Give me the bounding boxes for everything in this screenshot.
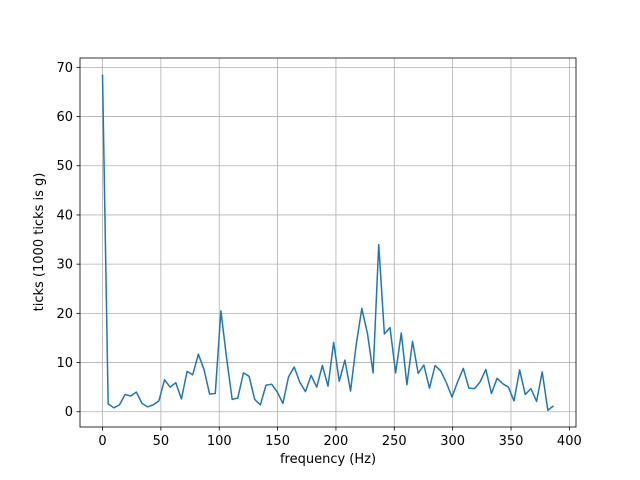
y-tick-label: 40 <box>56 208 73 223</box>
x-tick-label: 50 <box>153 434 170 449</box>
x-tick-label: 300 <box>440 434 465 449</box>
x-tick-label: 350 <box>499 434 524 449</box>
x-tick-label: 400 <box>557 434 582 449</box>
x-tick-label: 200 <box>324 434 349 449</box>
y-tick-label: 30 <box>56 258 73 273</box>
x-axis-label: frequency (Hz) <box>280 452 376 467</box>
plot-frame <box>79 57 577 428</box>
y-axis-label: ticks (1000 ticks is g) <box>32 173 47 312</box>
x-tick-label: 100 <box>207 434 232 449</box>
y-tick-label: 70 <box>56 61 73 76</box>
y-tick-label: 20 <box>56 307 73 322</box>
x-tick-label: 0 <box>98 434 106 449</box>
x-tick-label: 250 <box>382 434 407 449</box>
x-tick-label: 150 <box>265 434 290 449</box>
y-tick-label: 0 <box>65 405 73 420</box>
data-line <box>101 74 554 412</box>
y-tick-label: 60 <box>56 110 73 125</box>
y-tick-label: 50 <box>56 159 73 174</box>
y-tick-label: 10 <box>56 356 73 371</box>
